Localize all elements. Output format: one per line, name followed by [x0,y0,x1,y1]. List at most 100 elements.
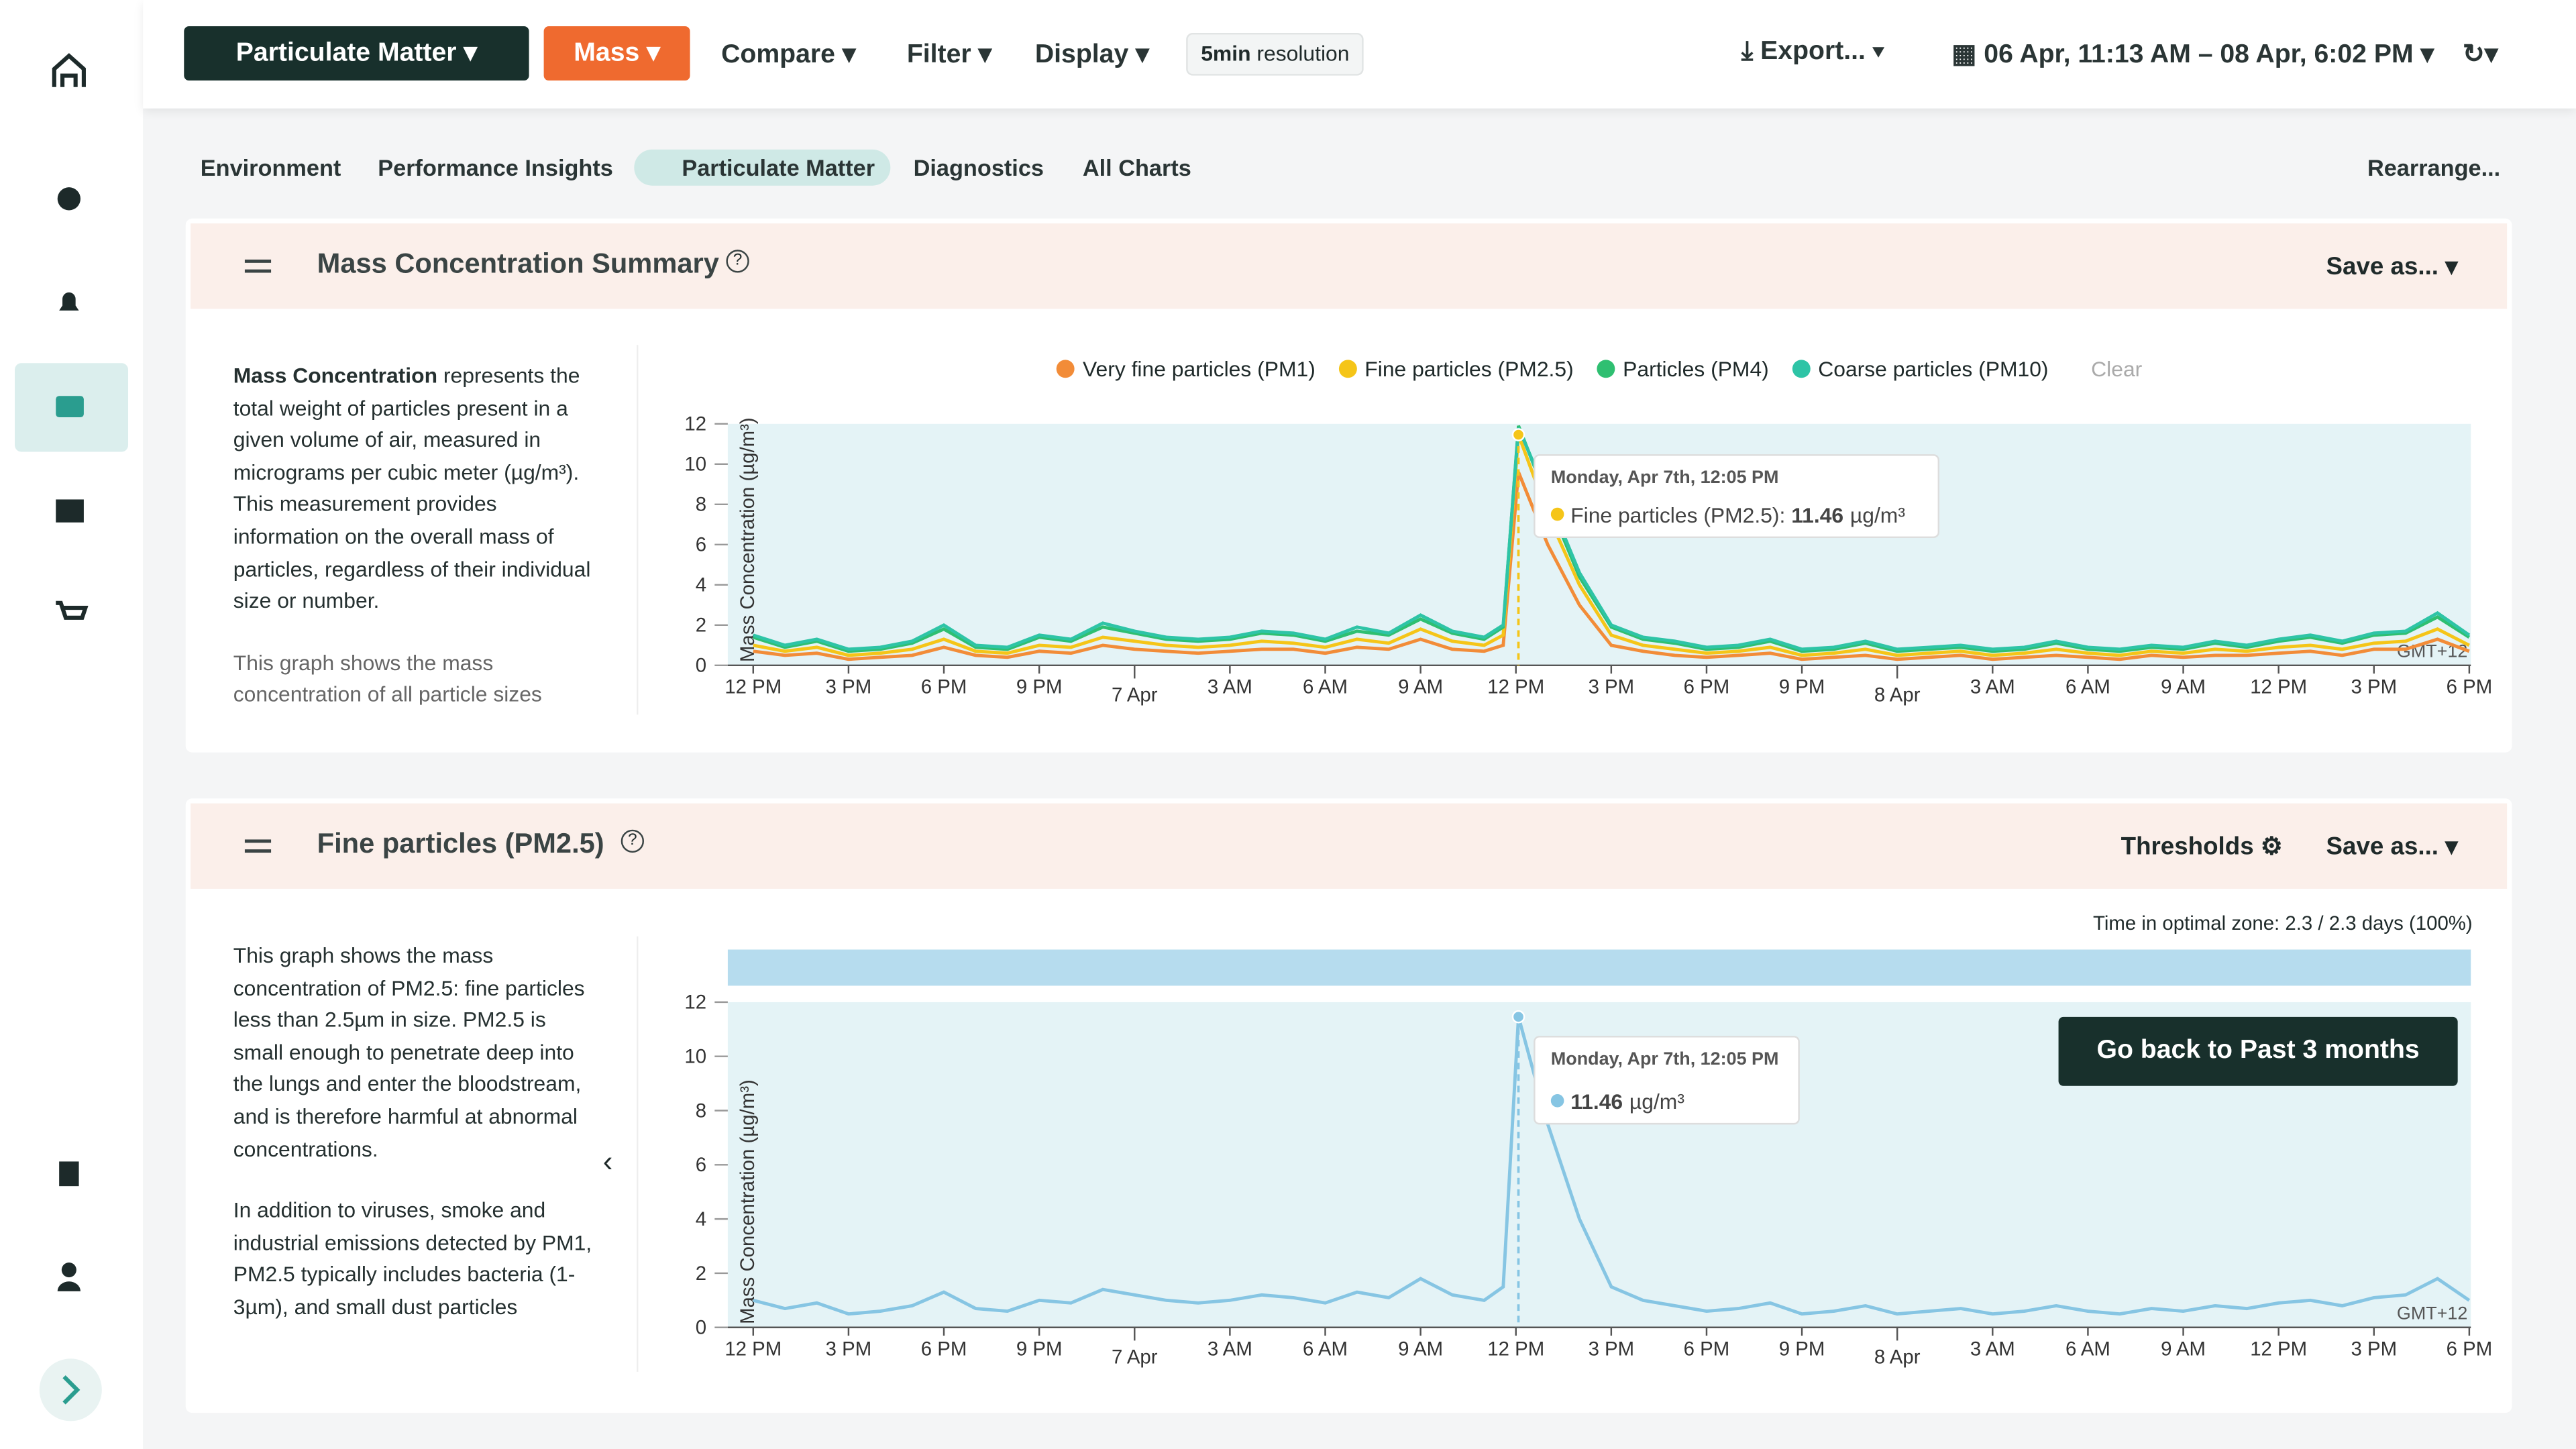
tooltip-swatch [1550,507,1564,521]
tab[interactable]: Particulate Matter [634,149,892,186]
tab[interactable]: Diagnostics [913,154,1044,181]
drag-handle[interactable] [244,839,272,843]
text: In addition to viruses, smoke and indust… [233,1197,592,1320]
sidebar-icons [15,53,129,1421]
series-line [753,471,2470,661]
help-icon[interactable]: ? [621,829,645,853]
label: 06 Apr, 11:13 AM – 08 Apr, 6:02 PM [1984,41,2414,69]
reports-icon[interactable] [56,396,84,418]
series-line [753,1016,2471,1316]
x-tick-label: 7 Apr [1112,1346,1158,1368]
label: Save as... [2326,253,2439,281]
dashboard-icon[interactable] [57,187,81,211]
tab[interactable]: Environment [200,154,341,181]
expand-button[interactable] [39,1358,102,1421]
x-tick-label: 3 PM [826,1338,872,1360]
label: Export... [1760,38,1866,66]
sidebar [0,0,144,1449]
tooltip-swatch [1550,1094,1564,1108]
legend-item[interactable]: Particles (PM4) [1596,356,1769,381]
value: 5min [1201,41,1251,66]
unit: resolution [1256,41,1350,66]
x-tick-label: 9 PM [1779,676,1825,698]
y-tick-label: 10 [684,1045,706,1067]
save-menu[interactable]: Save as... ▾ [2326,253,2458,281]
drag-handle[interactable] [244,259,272,263]
thresholds-button[interactable]: Thresholds ⚙ [2121,833,2283,861]
refresh[interactable]: ↻▾ [2463,41,2498,69]
text: represents the total weight of particles… [233,363,591,613]
help-icon[interactable]: ? [726,250,749,273]
resolution-chip[interactable]: 5min resolution [1186,32,1364,76]
tooltip-unit: µg/m³ [1850,503,1905,527]
date-range[interactable]: ▦ 06 Apr, 11:13 AM – 08 Apr, 6:02 PM ▾ [1951,41,2434,69]
y-tick-label: 2 [696,614,706,637]
bold-text: Mass Concentration [233,363,438,388]
x-tick-label: 3 PM [2351,676,2397,698]
tooltip-date: Monday, Apr 7th, 12:05 PM [1551,467,1779,487]
tooltip-text: 11.46 µg/m³ [1570,1089,1684,1114]
x-tick-label: 12 PM [1487,676,1544,698]
display-menu[interactable]: Display ▾ [1034,41,1149,69]
user-icon-body [57,1281,81,1291]
label: Particulate Matter [235,39,457,68]
y-tick-label: 4 [696,1208,706,1230]
timezone: GMT+12 [2397,1303,2467,1324]
text: This graph shows the mass concentration … [233,943,585,1161]
label: Filter [906,41,971,69]
optimal-zone: Time in optimal zone: 2.3 / 2.3 days (10… [2093,912,2473,935]
legend-label: Fine particles (PM2.5) [1364,356,1574,382]
label: Thresholds [2121,833,2254,861]
panel-title: Mass Concentration Summary [317,248,719,280]
expand-chevron [62,1375,80,1405]
tooltip-text: Fine particles (PM2.5): 11.46 µg/m³ [1570,503,1905,527]
y-tick-label: 10 [684,453,706,476]
cart-icon[interactable] [56,600,89,620]
x-tick-label: 3 AM [1970,676,2015,698]
x-tick-label: 9 AM [1398,1338,1443,1360]
user-icon[interactable] [61,1263,76,1278]
panel-header: Fine particles (PM2.5) ? Thresholds ⚙ Sa… [191,803,2508,889]
hover-point [1511,428,1525,441]
legend: Very fine particles (PM1) Fine particles … [728,356,2471,381]
tab[interactable]: Performance Insights [378,154,613,181]
tooltip [1534,1036,1800,1125]
back-button[interactable]: Go back to Past 3 months [2058,1016,2458,1086]
export-menu[interactable]: ⤓ Export... ▾ [1741,38,1884,66]
tooltip-space [1785,503,1791,527]
building-icon[interactable] [59,1161,79,1187]
buildings-icon[interactable] [56,499,84,523]
legend-clear[interactable]: Clear [2091,356,2143,382]
filter-menu[interactable]: Filter ▾ [906,41,992,69]
timezone: GMT+12 [2397,641,2467,661]
label: Compare [721,41,835,69]
rearrange[interactable]: Rearrange... [2367,154,2501,181]
legend-item[interactable]: Fine particles (PM2.5) [1338,356,1574,381]
text: This graph shows the mass concentration … [233,650,542,705]
legend-item[interactable]: Very fine particles (PM1) [1056,356,1316,382]
home-icon[interactable] [52,53,86,87]
panel-header: Mass Concentration Summary ? Save as... … [191,223,2508,309]
label: Save as... [2326,833,2439,861]
x-tick-label: 9 PM [1016,1338,1063,1360]
mode-button[interactable]: Mass ▾ [543,26,690,81]
tooltip-date: Monday, Apr 7th, 12:05 PM [1551,1049,1779,1069]
description: This graph shows the mass concentration … [233,940,598,1374]
y-tick-label: 12 [684,991,706,1014]
compare-menu[interactable]: Compare ▾ [721,41,856,69]
x-tick-label: 12 PM [724,676,782,698]
legend-label: Very fine particles (PM1) [1083,356,1316,382]
tab[interactable]: All Charts [1082,154,1191,181]
tooltip-unit: µg/m³ [1629,1089,1684,1114]
legend-item[interactable]: Coarse particles (PM10) [1792,356,2048,381]
x-tick-label: 7 Apr [1112,684,1158,706]
x-tick-label: 12 PM [1487,1338,1544,1360]
alerts-icon[interactable] [59,292,79,311]
product-button[interactable]: Particulate Matter ▾ [184,26,529,81]
label: Mass [574,39,640,68]
save-menu[interactable]: Save as... ▾ [2326,833,2458,861]
y-tick-label: 0 [696,1317,706,1339]
panel-title: Fine particles (PM2.5) [317,828,604,859]
x-tick-label: 3 PM [2351,1338,2397,1360]
collapse-arrow[interactable]: ‹ [602,1144,613,1178]
